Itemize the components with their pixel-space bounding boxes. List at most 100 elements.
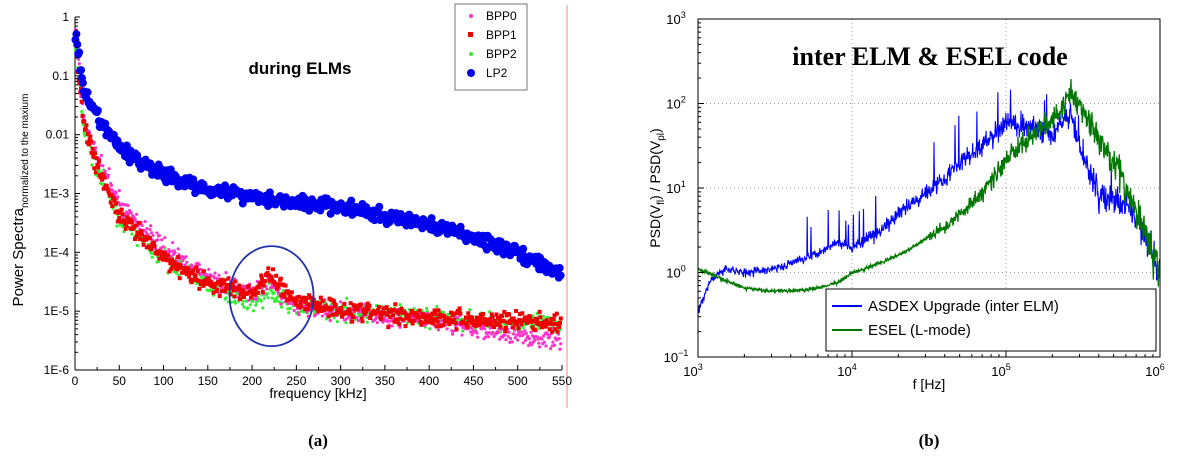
- chart-a-point-bpp0: [519, 330, 524, 334]
- chart-a-point-bpp1: [359, 316, 364, 321]
- chart-a-point-bpp1: [475, 316, 480, 321]
- chart-a-point-bpp1: [316, 309, 321, 314]
- chart-b-ylabel-p3: pl: [656, 133, 667, 141]
- chart-a-point-bpp1: [139, 229, 144, 234]
- chart-a-point-bpp2: [248, 303, 252, 307]
- chart-a-point-bpp1: [443, 315, 448, 320]
- chart-a-point-bpp0: [197, 263, 201, 267]
- chart-a-point-bpp0: [149, 231, 154, 235]
- chart-a-point-bpp1: [289, 290, 294, 295]
- chart-a-point-bpp1: [510, 325, 515, 330]
- chart-a-point-bpp1: [333, 302, 338, 307]
- chart-a-point-bpp1: [111, 196, 116, 201]
- chart-a-point-bpp0: [540, 337, 544, 341]
- chart-a-point-bpp1: [358, 302, 363, 307]
- chart-a-point-bpp1: [492, 318, 497, 323]
- chart-a-point-bpp1: [330, 312, 335, 317]
- chart-a-point-bpp0: [524, 331, 528, 335]
- chart-a-point-bpp1: [553, 327, 558, 332]
- chart-a-point-bpp2: [265, 291, 270, 296]
- chart-a-point-bpp1: [379, 316, 384, 321]
- chart-a-point-bpp0: [260, 286, 264, 290]
- chart-a-point-bpp0: [149, 224, 153, 228]
- chart-a-point-bpp1: [95, 163, 100, 168]
- chart-a-point-bpp1: [525, 319, 530, 324]
- chart-a-point-bpp1: [403, 324, 408, 329]
- chart-a-point-bpp0: [156, 238, 160, 242]
- chart-a-point-bpp0: [109, 183, 114, 188]
- chart-a-point-bpp0: [92, 140, 96, 144]
- chart-a-point-bpp0: [510, 340, 514, 344]
- chart-a-point-bpp1: [401, 317, 406, 322]
- chart-b-x-tick-label: 104: [837, 362, 856, 379]
- chart-a-point-bpp0: [530, 334, 535, 338]
- chart-a-point-bpp1: [463, 315, 468, 320]
- chart-a-point-bpp1: [177, 276, 182, 281]
- chart-a-point-bpp0: [176, 247, 180, 251]
- chart-a-point-bpp1: [332, 300, 337, 305]
- chart-a-point-bpp1: [133, 236, 138, 241]
- chart-a-point-bpp1: [100, 172, 105, 177]
- chart-a-point-bpp1: [368, 316, 373, 321]
- chart-a-point-lp2: [375, 202, 384, 211]
- chart-a-point-bpp1: [136, 232, 141, 237]
- chart-a-point-bpp0: [445, 327, 449, 331]
- chart-a-point-bpp1: [360, 319, 365, 324]
- chart-a-point-bpp1: [133, 223, 138, 228]
- chart-a-point-bpp1: [364, 309, 369, 314]
- chart-b-legend-label: ASDEX Upgrade (inter ELM): [868, 298, 1059, 315]
- chart-a-point-bpp2: [177, 273, 181, 277]
- chart-a-point-bpp1: [147, 236, 152, 241]
- chart-a-title: during ELMs: [249, 59, 352, 78]
- chart-a-point-bpp1: [449, 320, 454, 325]
- chart-a-legend-label: BPP2: [486, 47, 517, 61]
- chart-a-point-bpp1: [107, 191, 112, 196]
- chart-a-point-bpp0: [345, 316, 349, 321]
- chart-a-point-bpp1: [83, 126, 88, 131]
- chart-a-point-bpp1: [398, 316, 403, 321]
- chart-a-point-bpp0: [140, 223, 144, 228]
- chart-a-point-bpp1: [409, 318, 414, 323]
- chart-a-point-bpp1: [470, 315, 475, 320]
- chart-a-point-bpp1: [162, 251, 167, 256]
- chart-a-point-bpp1: [241, 289, 246, 294]
- chart-a-point-bpp1: [191, 277, 196, 282]
- chart-a-point-bpp0: [374, 315, 379, 319]
- chart-a-point-bpp0: [487, 335, 491, 339]
- chart-a-point-bpp1: [212, 285, 217, 290]
- chart-a-point-bpp1: [320, 299, 325, 304]
- chart-a-point-bpp1: [217, 294, 222, 299]
- chart-a-point-bpp1: [157, 256, 162, 261]
- chart-a-point-bpp0: [436, 328, 441, 332]
- chart-a-point-bpp2: [90, 163, 94, 167]
- chart-a-point-bpp0: [504, 337, 508, 342]
- chart-a-point-bpp1: [326, 314, 331, 319]
- chart-a-point-bpp1: [238, 292, 243, 297]
- chart-a-point-bpp2: [458, 317, 462, 321]
- chart-a-point-bpp1: [454, 327, 459, 332]
- chart-a-point-bpp1: [285, 298, 290, 303]
- chart-a-point-bpp0: [559, 342, 563, 346]
- chart-a-point-bpp1: [498, 324, 503, 329]
- chart-a-point-bpp0: [503, 333, 507, 337]
- chart-a-point-bpp1: [423, 319, 428, 324]
- chart-a-xlabel: frequency [kHz]: [269, 385, 366, 401]
- chart-a-point-bpp1: [224, 285, 229, 290]
- chart-a-point-bpp0: [508, 336, 513, 341]
- chart-a-x-tick-label: 150: [198, 374, 218, 388]
- chart-a-point-bpp1: [458, 311, 463, 316]
- chart-a-point-bpp0: [469, 330, 473, 334]
- chart-a-point-bpp1: [158, 249, 163, 254]
- chart-a-point-bpp1: [233, 279, 238, 284]
- chart-a-point-bpp1: [349, 312, 354, 317]
- chart-a-point-bpp1: [106, 189, 111, 194]
- chart-a-point-bpp1: [137, 236, 142, 241]
- chart-a-point-bpp1: [122, 221, 127, 226]
- chart-a-legend: BPP0 BPP1 BPP2 LP2: [454, 3, 528, 91]
- chart-a-point-bpp1: [260, 289, 265, 294]
- chart-a-point-bpp1: [557, 324, 562, 329]
- chart-a-point-bpp0: [292, 308, 296, 313]
- chart-a-point-bpp0: [279, 302, 283, 306]
- chart-a-point-bpp1: [394, 317, 399, 322]
